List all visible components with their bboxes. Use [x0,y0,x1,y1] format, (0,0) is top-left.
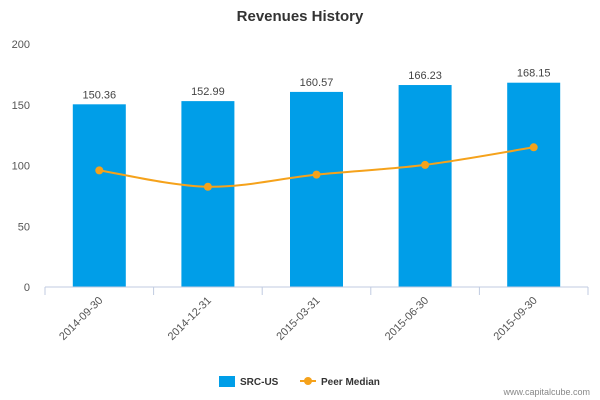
credit-text: www.capitalcube.com [502,387,590,397]
peer-median-point [529,143,538,152]
y-axis: 0 50 100 150 200 [12,39,30,294]
x-tick-label: 2015-09-30 [492,295,540,343]
bar [507,82,561,287]
x-tick-label: 2015-03-31 [274,295,322,343]
legend[interactable]: SRC-US Peer Median [219,376,380,388]
bar-data-label: 168.15 [517,68,551,80]
bar-data-label: 152.99 [191,86,225,98]
bar-data-label: 160.57 [300,77,334,89]
legend-label-peer-median: Peer Median [321,377,380,388]
peer-median-point [312,170,321,179]
y-tick-label: 100 [12,161,30,173]
bar [290,91,343,288]
bar [398,85,452,287]
peer-median-point [203,182,212,191]
chart-title: Revenues History [237,8,364,25]
bar-data-label: 150.36 [82,89,116,101]
x-tick-label: 2014-09-30 [57,295,105,343]
y-tick-label: 50 [18,221,30,233]
bar-series [72,82,561,288]
y-tick-label: 0 [24,282,30,294]
peer-median-point [95,166,104,175]
y-tick-label: 200 [12,39,30,51]
peer-median-point [421,160,430,169]
legend-swatch-src-us [219,376,235,387]
bar [72,104,126,288]
legend-swatch-peer-median-dot [304,377,312,385]
bar-data-labels: 150.36 152.99 160.57 166.23 168.15 [82,68,550,102]
y-tick-label: 150 [12,100,30,112]
x-tick-label: 2015-06-30 [383,295,431,343]
legend-label-src-us: SRC-US [240,377,279,388]
bar-data-label: 166.23 [408,70,442,82]
bar [181,101,235,287]
x-tick-label: 2014-12-31 [166,295,214,343]
x-axis: 2014-09-30 2014-12-31 2015-03-31 2015-06-30… [44,286,589,343]
peer-median-series [95,143,538,191]
